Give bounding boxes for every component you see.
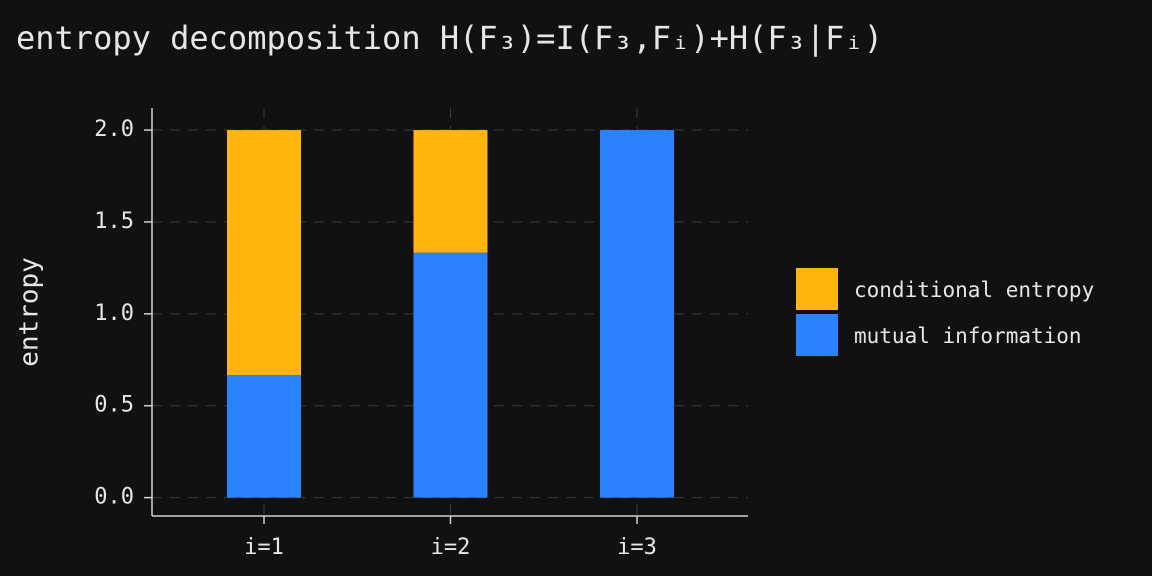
legend-swatch — [796, 268, 838, 310]
y-tick-label: 0.0 — [94, 485, 134, 510]
legend-swatch — [796, 314, 838, 356]
y-tick-label: 1.0 — [94, 301, 134, 326]
x-tick-label: i=3 — [617, 535, 657, 560]
bar-segment — [600, 130, 674, 498]
y-axis-label: entropy — [15, 257, 45, 367]
legend-label: mutual information — [854, 324, 1082, 348]
x-tick-label: i=2 — [431, 535, 471, 560]
bar-segment — [413, 130, 488, 253]
bar-segment — [227, 375, 301, 498]
y-tick-label: 2.0 — [94, 117, 134, 142]
y-tick-label: 1.5 — [94, 209, 134, 234]
chart-title: entropy decomposition H(F₃)=I(F₃,Fᵢ)+H(F… — [16, 19, 883, 57]
y-tick-label: 0.5 — [94, 393, 134, 418]
bar-segment — [227, 130, 301, 376]
bar-segment — [413, 252, 488, 498]
legend-label: conditional entropy — [854, 278, 1094, 302]
x-tick-label: i=1 — [244, 535, 284, 560]
